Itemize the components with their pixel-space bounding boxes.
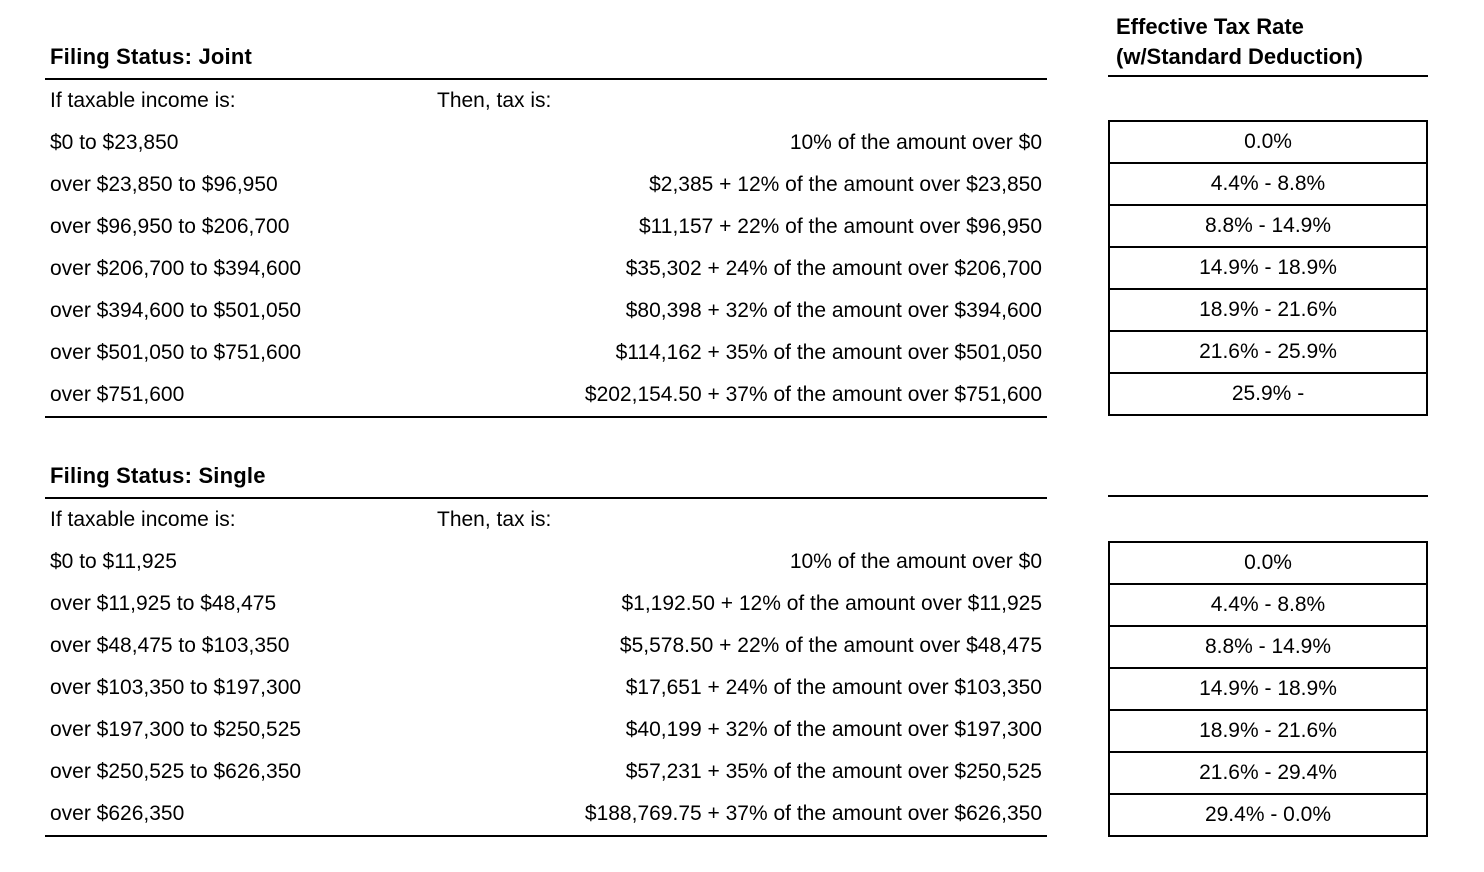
income-range: $0 to $11,925 [50,550,177,573]
effective-tax-rate-cell: 25.9% - [1108,372,1428,416]
tax-formula: $40,199 + 32% of the amount over $197,30… [625,718,1042,741]
effective-tax-rate-cell: 21.6% - 29.4% [1108,751,1428,795]
income-range: over $626,350 [50,802,185,825]
single-rate-column-rule [1108,495,1428,497]
effective-tax-rate-header: Effective Tax Rate (w/Standard Deduction… [1108,12,1428,77]
effective-tax-rate-cell: 8.8% - 14.9% [1108,204,1428,248]
tax-bracket-row: over $394,600 to $501,050 $80,398 + 32% o… [45,290,1047,332]
tax-formula: $202,154.50 + 37% of the amount over $75… [584,383,1042,406]
tax-bracket-row: $0 to $23,850 10% of the amount over $0 [45,122,1047,164]
income-range: over $11,925 to $48,475 [50,592,277,615]
tax-formula: $5,578.50 + 22% of the amount over $48,4… [619,634,1042,657]
single-table-rows: If taxable income is: Then, tax is: $0 t… [45,499,1047,835]
effective-tax-rate-header-line1: Effective Tax Rate [1116,14,1304,39]
joint-table-rows: If taxable income is: Then, tax is: $0 t… [45,80,1047,416]
effective-tax-rate-cell: 14.9% - 18.9% [1108,246,1428,290]
income-range: over $48,475 to $103,350 [50,634,290,657]
effective-tax-rate-header-line2: (w/Standard Deduction) [1116,44,1363,69]
tax-formula: $11,157 + 22% of the amount over $96,950 [639,215,1042,238]
tax-bracket-row: over $96,950 to $206,700 $11,157 + 22% of… [45,206,1047,248]
tax-formula: $2,385 + 12% of the amount over $23,850 [649,173,1042,196]
income-column-header: If taxable income is: [50,89,236,112]
effective-tax-rate-cell: 0.0% [1108,541,1428,585]
effective-tax-rate-cell: 29.4% - 0.0% [1108,793,1428,837]
effective-tax-rate-cell: 18.9% - 21.6% [1108,288,1428,332]
tax-column-header: Then, tax is: [437,508,552,531]
tax-bracket-row: over $626,350 $188,769.75 + 37% of the am… [45,793,1047,835]
income-range: over $197,300 to $250,525 [50,718,302,741]
tax-formula: $35,302 + 24% of the amount over $206,70… [625,257,1042,280]
tax-bracket-row: over $11,925 to $48,475 $1,192.50 + 12% o… [45,583,1047,625]
income-column-header: If taxable income is: [50,508,236,531]
single-table-bottom-rule [45,835,1047,837]
tax-formula: $17,651 + 24% of the amount over $103,35… [625,676,1042,699]
joint-bracket-table: Filing Status: Joint If taxable income i… [45,44,1047,418]
income-range: over $751,600 [50,383,185,406]
tax-formula: 10% of the amount over $0 [789,550,1042,573]
tax-bracket-row: over $48,475 to $103,350 $5,578.50 + 22% … [45,625,1047,667]
income-range: over $96,950 to $206,700 [50,215,290,238]
tax-bracket-row: over $23,850 to $96,950 $2,385 + 12% of t… [45,164,1047,206]
tax-formula: $57,231 + 35% of the amount over $250,52… [625,760,1042,783]
income-range: over $23,850 to $96,950 [50,173,278,196]
tax-bracket-row: over $103,350 to $197,300 $17,651 + 24% o… [45,667,1047,709]
effective-tax-rate-cell: 14.9% - 18.9% [1108,667,1428,711]
income-range: over $103,350 to $197,300 [50,676,302,699]
tax-formula: $80,398 + 32% of the amount over $394,60… [625,299,1042,322]
joint-table-bottom-rule [45,416,1047,418]
tax-column-header: Then, tax is: [437,89,552,112]
tax-bracket-row: over $206,700 to $394,600 $35,302 + 24% o… [45,248,1047,290]
tax-bracket-row: over $501,050 to $751,600 $114,162 + 35% … [45,332,1047,374]
tax-formula: 10% of the amount over $0 [789,131,1042,154]
effective-tax-rate-cell: 21.6% - 25.9% [1108,330,1428,374]
income-range: over $250,525 to $626,350 [50,760,302,783]
income-range: $0 to $23,850 [50,131,179,154]
effective-tax-rate-cell: 4.4% - 8.8% [1108,162,1428,206]
effective-tax-rate-cell: 18.9% - 21.6% [1108,709,1428,753]
effective-tax-rate-cell: 0.0% [1108,120,1428,164]
tax-formula: $188,769.75 + 37% of the amount over $62… [584,802,1042,825]
effective-tax-rate-cell: 4.4% - 8.8% [1108,583,1428,627]
income-range: over $394,600 to $501,050 [50,299,302,322]
joint-effective-rate-box: 0.0% 4.4% - 8.8% 8.8% - 14.9% 14.9% - 18.9%… [1108,120,1428,416]
tax-formula: $114,162 + 35% of the amount over $501,0… [615,341,1042,364]
single-table-title: Filing Status: Single [45,463,1047,499]
single-effective-rate-box: 0.0% 4.4% - 8.8% 8.8% - 14.9% 14.9% - 18.9%… [1108,541,1428,837]
table-header-row: If taxable income is: Then, tax is: [45,499,1047,541]
table-header-row: If taxable income is: Then, tax is: [45,80,1047,122]
income-range: over $206,700 to $394,600 [50,257,302,280]
tax-bracket-row: over $250,525 to $626,350 $57,231 + 35% o… [45,751,1047,793]
joint-table-title: Filing Status: Joint [45,44,1047,80]
single-bracket-table: Filing Status: Single If taxable income … [45,463,1047,837]
effective-tax-rate-cell: 8.8% - 14.9% [1108,625,1428,669]
tax-formula: $1,192.50 + 12% of the amount over $11,9… [621,592,1042,615]
income-range: over $501,050 to $751,600 [50,341,302,364]
tax-bracket-row: over $751,600 $202,154.50 + 37% of the am… [45,374,1047,416]
tax-bracket-row: over $197,300 to $250,525 $40,199 + 32% o… [45,709,1047,751]
tax-bracket-row: $0 to $11,925 10% of the amount over $0 [45,541,1047,583]
